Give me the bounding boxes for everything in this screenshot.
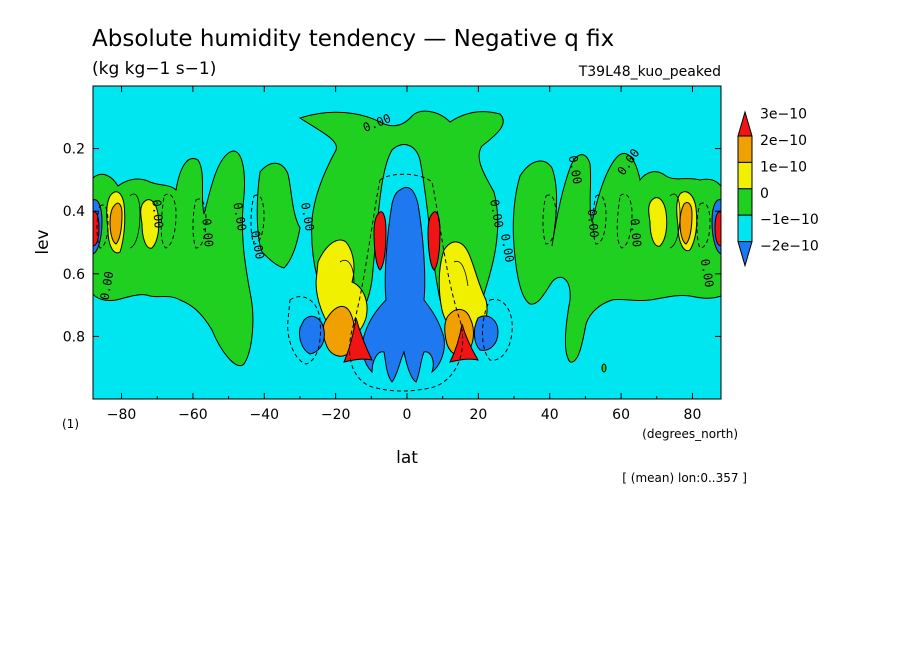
x-tick-label: −40 bbox=[249, 407, 279, 423]
chart-title: Absolute humidity tendency — Negative q … bbox=[92, 26, 614, 52]
colorbar-label: 2e−10 bbox=[760, 133, 807, 149]
chart: Absolute humidity tendency — Negative q … bbox=[0, 0, 904, 654]
chart-units: (kg kg−1 s−1) bbox=[92, 59, 216, 79]
x-tick-label: 60 bbox=[612, 407, 630, 423]
colorbar: −2e−10 −1e−10 0 1e−10 2e−10 3e−10 bbox=[738, 107, 819, 266]
y-tick-label: 0.6 bbox=[63, 267, 85, 283]
colorbar-swatch bbox=[738, 136, 752, 162]
x-tick-label: 40 bbox=[541, 407, 559, 423]
colorbar-arrow-bottom bbox=[738, 242, 752, 266]
colorbar-swatch bbox=[738, 162, 752, 188]
colorbar-swatch bbox=[738, 189, 752, 215]
contour-label: 0.00 bbox=[199, 218, 215, 248]
contour-label: 0.00 bbox=[149, 199, 165, 229]
x-tick-label: 20 bbox=[469, 407, 487, 423]
x-tick-label: −80 bbox=[107, 407, 137, 423]
x-axis-label: lat bbox=[396, 448, 418, 468]
y-units: (1) bbox=[62, 417, 79, 431]
x-units: (degrees_north) bbox=[642, 427, 738, 441]
x-tick-label: −60 bbox=[178, 407, 208, 423]
y-axis-label: lev bbox=[33, 229, 53, 254]
experiment-label: T39L48_kuo_peaked bbox=[578, 64, 721, 80]
y-tick-label: 0.2 bbox=[63, 142, 85, 158]
contour-fill-max-e-edge bbox=[715, 212, 721, 246]
y-tick-label: 0.8 bbox=[63, 329, 85, 345]
contour-label: 0.00 bbox=[628, 218, 644, 248]
x-tick-label: 0 bbox=[403, 407, 412, 423]
colorbar-label: −1e−10 bbox=[760, 212, 819, 228]
x-tick-label: 80 bbox=[684, 407, 702, 423]
x-tick-label: −20 bbox=[321, 407, 351, 423]
contour-label: 0.00 bbox=[585, 208, 601, 238]
colorbar-label: 1e−10 bbox=[760, 159, 807, 175]
colorbar-swatch bbox=[738, 215, 752, 241]
colorbar-label: 3e−10 bbox=[760, 107, 807, 123]
footnote: [ (mean) lon:0..357 ] bbox=[622, 471, 747, 485]
colorbar-label: −2e−10 bbox=[760, 239, 819, 255]
isolated-contour bbox=[602, 364, 606, 372]
colorbar-label: 0 bbox=[760, 186, 769, 202]
y-tick-label: 0.4 bbox=[63, 204, 85, 220]
colorbar-arrow-top bbox=[738, 112, 752, 136]
